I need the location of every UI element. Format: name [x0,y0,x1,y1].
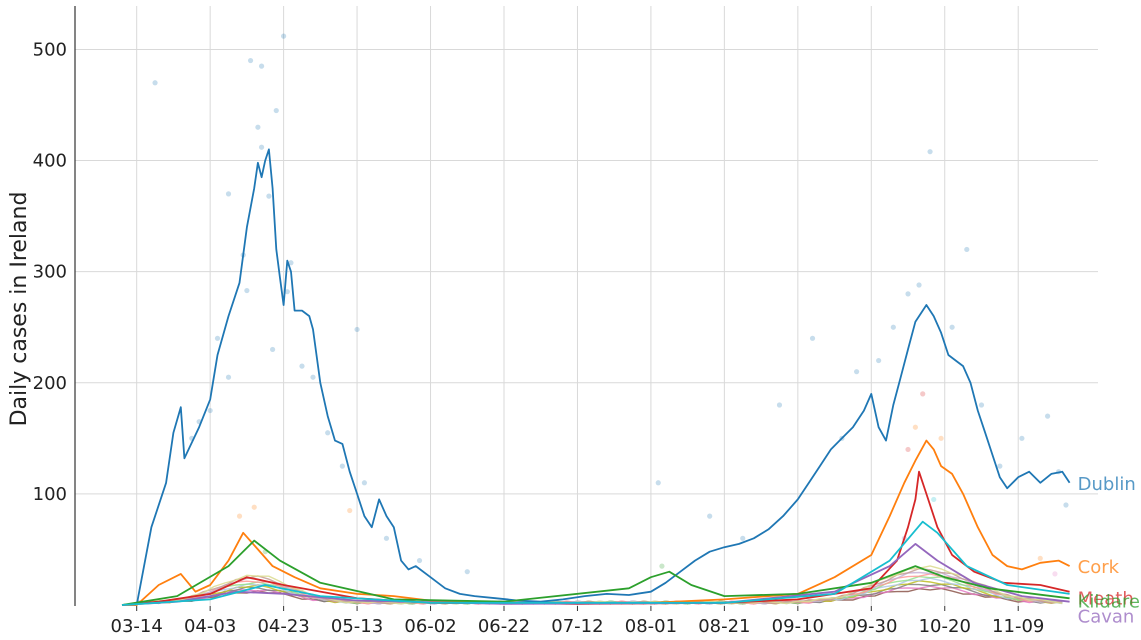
x-tick-label: 09-10 [772,616,824,637]
daily-point [1019,435,1025,441]
daily-point [325,430,331,436]
series-label-cavan: Cavan [1078,607,1135,628]
daily-point [655,480,661,486]
daily-point [258,63,265,69]
series-line-kildare [121,539,1070,606]
series-lines [121,148,1071,606]
series-line-louth [121,520,1070,606]
daily-point [251,504,257,510]
daily-point [659,563,665,569]
x-tick-label: 04-03 [184,616,236,637]
x-tick-label: 06-22 [478,616,530,637]
x-tick-label: 05-13 [331,616,383,637]
daily-point [920,391,926,397]
daily-point [281,33,287,39]
y-tick-label: 100 [33,484,67,505]
daily-point [288,260,294,266]
daily-point [707,513,713,519]
daily-point [269,346,276,353]
daily-point [383,535,390,541]
daily-point [416,557,423,564]
x-tick-label: 08-01 [625,616,677,637]
y-tick-label: 200 [33,373,67,394]
y-tick-label: 400 [33,151,67,172]
daily-point [912,424,918,430]
x-tick-label: 03-14 [111,616,163,637]
daily-point [273,107,279,114]
daily-point [916,282,922,288]
series-label-kildare: Kildare [1078,591,1140,612]
daily-point [299,363,305,369]
daily-point [244,287,250,294]
daily-point [339,463,345,469]
daily-point [905,446,911,453]
daily-point [927,149,933,155]
y-tick-label: 300 [33,262,67,283]
daily-point [938,435,944,441]
daily-point [354,326,360,333]
daily-point [214,335,221,341]
daily-point [905,291,911,297]
daily-point [255,124,261,130]
daily-point [964,246,970,253]
daily-point [1052,571,1058,577]
daily-point [347,507,353,514]
daily-point [464,569,470,575]
minor-county-lines [136,565,1063,605]
daily-point [1044,413,1051,419]
daily-point [310,374,316,380]
x-tick-label: 07-12 [551,616,603,637]
daily-point [876,357,882,364]
series-line-meath [121,470,1070,606]
series-label-meath: Meath [1078,589,1134,610]
daily-point [978,402,985,408]
daily-point [152,80,158,86]
series-label-dublin: Dublin [1078,474,1136,495]
daily-point [284,289,290,295]
daily-point [207,407,213,414]
series-line-cavan [121,543,1070,606]
series-label-cork: Cork [1078,557,1120,578]
daily-point [854,369,860,375]
x-tick-label: 09-30 [845,616,897,637]
daily-point [1037,555,1043,561]
axes: 100 200 300 400 500 03-14 04-03 04-23 05-13 06-02… [33,6,1044,637]
daily-point [931,496,937,503]
daily-point [225,374,232,380]
daily-point [1063,502,1069,508]
x-tick-label: 10-20 [919,616,971,637]
x-tick-label: 08-21 [698,616,750,637]
daily-points [152,33,1069,577]
daily-point [890,324,896,330]
daily-point [997,463,1003,469]
series-line-dublin [122,148,1071,606]
daily-point [949,324,955,330]
x-tick-label: 04-23 [257,616,309,637]
y-tick-label: 500 [33,39,67,60]
daily-point [236,513,243,519]
daily-point [361,480,368,486]
daily-point [740,535,746,541]
y-axis-title: Daily cases in Ireland [7,192,32,427]
daily-point [258,144,265,150]
series-line-cork [122,439,1071,606]
daily-point [266,193,272,199]
daily-point [247,57,254,64]
daily-point [809,335,816,341]
grid [75,6,1098,606]
x-tick-label: 11-09 [992,616,1044,637]
daily-point [776,402,783,408]
x-tick-label: 06-02 [404,616,456,637]
daily-point [225,191,232,197]
